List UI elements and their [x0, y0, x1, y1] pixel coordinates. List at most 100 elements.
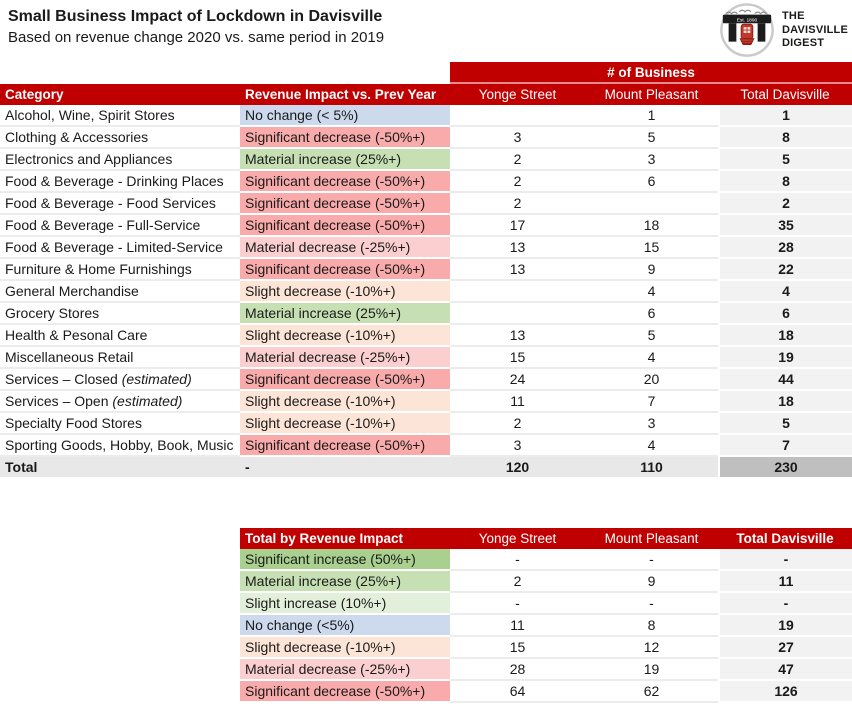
impact-cell: Significant decrease (-50%+) [240, 215, 450, 237]
category-cell: Specialty Food Stores [0, 413, 240, 435]
impact-cell: Slight decrease (-10%+) [240, 281, 450, 303]
impact-cell: Material increase (25%+) [240, 149, 450, 171]
mount-pleasant-count-cell: 20 [585, 369, 718, 391]
mount-pleasant-count-cell: 18 [585, 215, 718, 237]
band-row: # of Business [0, 62, 852, 84]
total-count-cell: - [718, 593, 852, 615]
mount-pleasant-count-cell: 5 [585, 325, 718, 347]
yonge-count-cell: 24 [450, 369, 585, 391]
total-count-cell: 19 [718, 615, 852, 637]
table-row: Food & Beverage - Limited-Service Materia… [0, 237, 852, 259]
table-row: Food & Beverage - Drinking Places Signifi… [0, 171, 852, 193]
mount-pleasant-count-cell: 3 [585, 149, 718, 171]
yonge-count-cell: 28 [450, 659, 585, 681]
mount-pleasant-total-cell: 110 [585, 457, 718, 479]
total-count-cell: 11 [718, 571, 852, 593]
column-header: Total Davisville [718, 528, 852, 549]
mount-pleasant-count-cell: - [585, 549, 718, 571]
category-cell: Food & Beverage - Full-Service [0, 215, 240, 237]
train-bridge-logo-icon: Est. 1890 [720, 3, 774, 57]
impact-cell: Significant decrease (-50%+) [240, 193, 450, 215]
yonge-count-cell [450, 303, 585, 325]
table-row: Clothing & Accessories Significant decrea… [0, 127, 852, 149]
mount-pleasant-count-cell: 5 [585, 127, 718, 149]
category-cell: Sporting Goods, Hobby, Book, Music [0, 435, 240, 457]
category-cell: Furniture & Home Furnishings [0, 259, 240, 281]
total-count-cell: 5 [718, 149, 852, 171]
page-subtitle: Based on revenue change 2020 vs. same pe… [8, 29, 385, 46]
impact-cell: Significant decrease (-50%+) [240, 435, 450, 457]
total-row: Total -120 110 230 [0, 457, 852, 479]
yonge-count-cell: 3 [450, 127, 585, 149]
header-row: Total by Revenue Impact Yonge Street Mount… [240, 528, 852, 549]
impact-label-cell: Significant increase (50%+) [240, 549, 450, 571]
category-cell: Health & Pesonal Care [0, 325, 240, 347]
category-cell: Services – Open (estimated) [0, 391, 240, 413]
category-cell: Food & Beverage - Food Services [0, 193, 240, 215]
mount-pleasant-count-cell: 19 [585, 659, 718, 681]
table-row: General Merchandise Slight decrease (-10%… [0, 281, 852, 303]
total-count-cell: 35 [718, 215, 852, 237]
table-row: Slight decrease (-10%+) 15 12 27 [240, 637, 852, 659]
impact-by-category-table: # of Business Category Revenue Impact vs. … [0, 62, 852, 479]
impact-label-cell: Slight increase (10%+) [240, 593, 450, 615]
yonge-count-cell: 3 [450, 435, 585, 457]
totals-by-revenue-impact-table: Total by Revenue Impact Yonge Street Mount… [240, 528, 852, 703]
category-cell: Electronics and Appliances [0, 149, 240, 171]
logo-line-3: DIGEST [782, 37, 825, 49]
total-count-cell: 8 [718, 127, 852, 149]
total-count-cell: 27 [718, 637, 852, 659]
category-cell: Alcohol, Wine, Spirit Stores [0, 105, 240, 127]
total-count-cell: 2 [718, 193, 852, 215]
table-row: Material decrease (-25%+) 28 19 47 [240, 659, 852, 681]
category-cell: Food & Beverage - Limited-Service [0, 237, 240, 259]
yonge-count-cell: 64 [450, 681, 585, 703]
column-header: Total Davisville [718, 84, 852, 105]
yonge-count-cell [450, 105, 585, 127]
total-count-cell: 18 [718, 391, 852, 413]
number-of-business-band: # of Business [450, 62, 852, 84]
total-count-cell: 44 [718, 369, 852, 391]
table-row: Specialty Food Stores Slight decrease (-1… [0, 413, 852, 435]
yonge-count-cell: 17 [450, 215, 585, 237]
yonge-count-cell: 13 [450, 237, 585, 259]
impact-cell: Slight decrease (-10%+) [240, 413, 450, 435]
mount-pleasant-count-cell: 4 [585, 347, 718, 369]
mount-pleasant-count-cell: 9 [585, 571, 718, 593]
column-header: Yonge Street [450, 84, 585, 105]
band-spacer [0, 62, 450, 84]
total-count-cell: 4 [718, 281, 852, 303]
header-row: Category Revenue Impact vs. Prev Year Yong… [0, 84, 852, 105]
table-row: No change (<5%) 11 8 19 [240, 615, 852, 637]
table-row: Material increase (25%+) 2 9 11 [240, 571, 852, 593]
impact-label-cell: Slight decrease (-10%+) [240, 637, 450, 659]
table-row: Grocery Stores Material increase (25%+) 6 6 [0, 303, 852, 325]
yonge-count-cell: 13 [450, 259, 585, 281]
table-row: Food & Beverage - Food Services Significa… [0, 193, 852, 215]
title-block: Small Business Impact of Lockdown in Dav… [8, 6, 384, 48]
impact-label-cell: Significant decrease (-50%+) [240, 681, 450, 703]
total-count-cell: 47 [718, 659, 852, 681]
yonge-count-cell: - [450, 549, 585, 571]
yonge-count-cell: 11 [450, 615, 585, 637]
yonge-count-cell [450, 281, 585, 303]
total-label-cell: Total [0, 457, 240, 479]
yonge-count-cell: 2 [450, 193, 585, 215]
mount-pleasant-count-cell: - [585, 593, 718, 615]
category-cell: General Merchandise [0, 281, 240, 303]
yonge-count-cell: 11 [450, 391, 585, 413]
column-header: Yonge Street [450, 528, 585, 549]
mount-pleasant-count-cell: 15 [585, 237, 718, 259]
logo-line-2: DAVISVILLE [782, 23, 848, 36]
mount-pleasant-count-cell: 4 [585, 435, 718, 457]
grand-total-cell: 230 [718, 457, 852, 479]
table-row: Slight increase (10%+) - - - [240, 593, 852, 615]
total-count-cell: 28 [718, 237, 852, 259]
impact-cell: No change (< 5%) [240, 105, 450, 127]
table-row: Significant decrease (-50%+) 64 62 126 [240, 681, 852, 703]
page-title: Small Business Impact of Lockdown in Dav… [8, 8, 383, 25]
yonge-count-cell: 2 [450, 171, 585, 193]
table-row: Electronics and Appliances Material incre… [0, 149, 852, 171]
table-row: Food & Beverage - Full-Service Significan… [0, 215, 852, 237]
total-count-cell: - [718, 549, 852, 571]
